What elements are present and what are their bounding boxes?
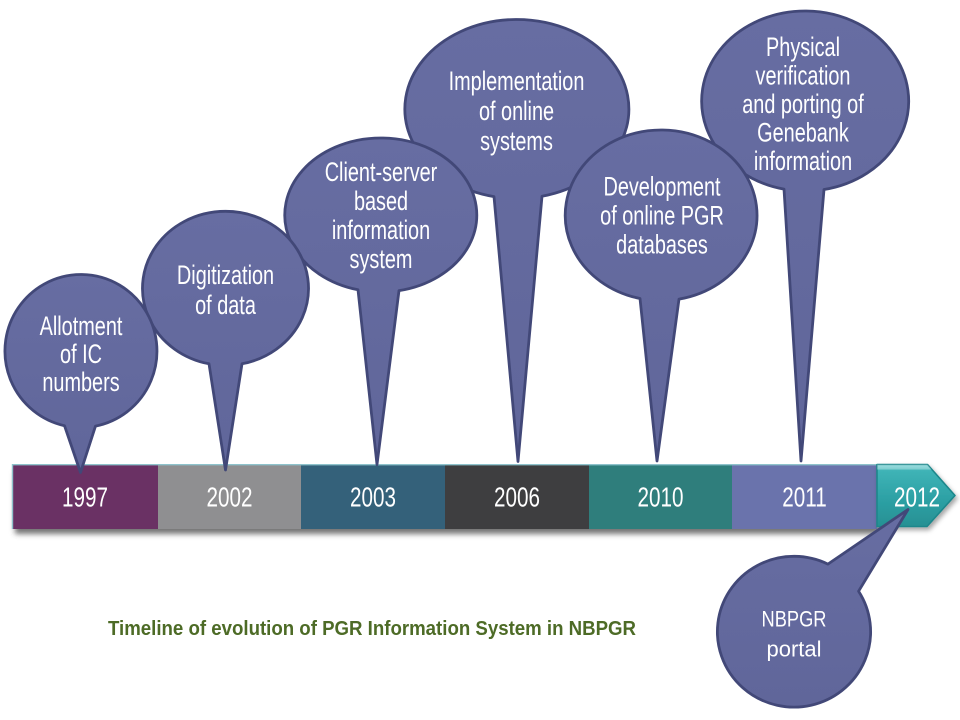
svg-text:of data: of data xyxy=(195,290,257,319)
svg-text:2010: 2010 xyxy=(638,483,684,513)
svg-text:information: information xyxy=(332,215,430,244)
svg-text:Allotment: Allotment xyxy=(40,311,123,340)
svg-text:information: information xyxy=(754,146,852,175)
svg-text:and porting of: and porting of xyxy=(742,89,864,118)
svg-text:based: based xyxy=(354,186,408,215)
svg-text:Client-server: Client-server xyxy=(325,157,438,186)
svg-text:system: system xyxy=(350,244,413,273)
svg-text:Implementation: Implementation xyxy=(449,66,585,95)
svg-text:Physical: Physical xyxy=(766,32,840,61)
svg-text:Digitization: Digitization xyxy=(177,260,274,289)
svg-text:of online PGR: of online PGR xyxy=(600,201,724,230)
svg-text:2012: 2012 xyxy=(894,483,940,513)
svg-text:NBPGR: NBPGR xyxy=(762,607,827,632)
svg-text:Development: Development xyxy=(603,172,720,201)
svg-text:1997: 1997 xyxy=(62,483,108,513)
svg-text:2011: 2011 xyxy=(782,483,826,513)
svg-text:Genebank: Genebank xyxy=(757,118,849,147)
svg-text:2006: 2006 xyxy=(494,483,540,513)
svg-text:numbers: numbers xyxy=(42,367,119,396)
svg-text:Timeline of evolution of PGR I: Timeline of evolution of PGR Information… xyxy=(108,618,636,640)
svg-text:verification: verification xyxy=(756,61,851,90)
svg-text:databases: databases xyxy=(616,230,708,259)
svg-text:systems: systems xyxy=(480,126,553,155)
svg-text:portal: portal xyxy=(767,637,822,662)
svg-text:2002: 2002 xyxy=(207,483,253,513)
svg-text:of IC: of IC xyxy=(60,339,102,368)
svg-text:of online: of online xyxy=(479,96,554,125)
svg-text:2003: 2003 xyxy=(350,483,396,513)
